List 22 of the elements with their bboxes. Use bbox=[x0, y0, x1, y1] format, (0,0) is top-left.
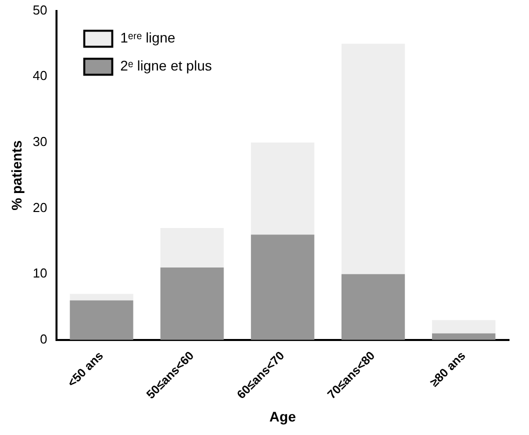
bar bbox=[250, 142, 314, 235]
bar bbox=[341, 274, 405, 340]
y-tick-label: 0 bbox=[40, 331, 48, 346]
bar bbox=[432, 320, 496, 334]
y-tick-label: 30 bbox=[32, 134, 48, 150]
bar bbox=[432, 333, 496, 340]
bar bbox=[70, 294, 134, 300]
bar bbox=[160, 268, 224, 340]
x-tick-label: <50 ans bbox=[64, 348, 106, 390]
y-tick-label: 40 bbox=[32, 68, 48, 84]
y-tick-label: 50 bbox=[32, 2, 48, 18]
x-axis-title: Age bbox=[269, 408, 296, 424]
bar bbox=[160, 228, 224, 268]
y-tick-label: 10 bbox=[32, 266, 48, 281]
y-tick-label: 20 bbox=[32, 200, 48, 215]
legend-label: 2ᵉ ligne et plus bbox=[120, 58, 212, 74]
bar bbox=[341, 44, 405, 274]
y-axis-title: % patients bbox=[8, 140, 24, 210]
legend-label: 1ᵉʳᵉ ligne bbox=[120, 30, 176, 46]
x-tick-label: ≥80 ans bbox=[427, 348, 468, 390]
bar bbox=[250, 234, 314, 340]
bar bbox=[70, 300, 134, 340]
